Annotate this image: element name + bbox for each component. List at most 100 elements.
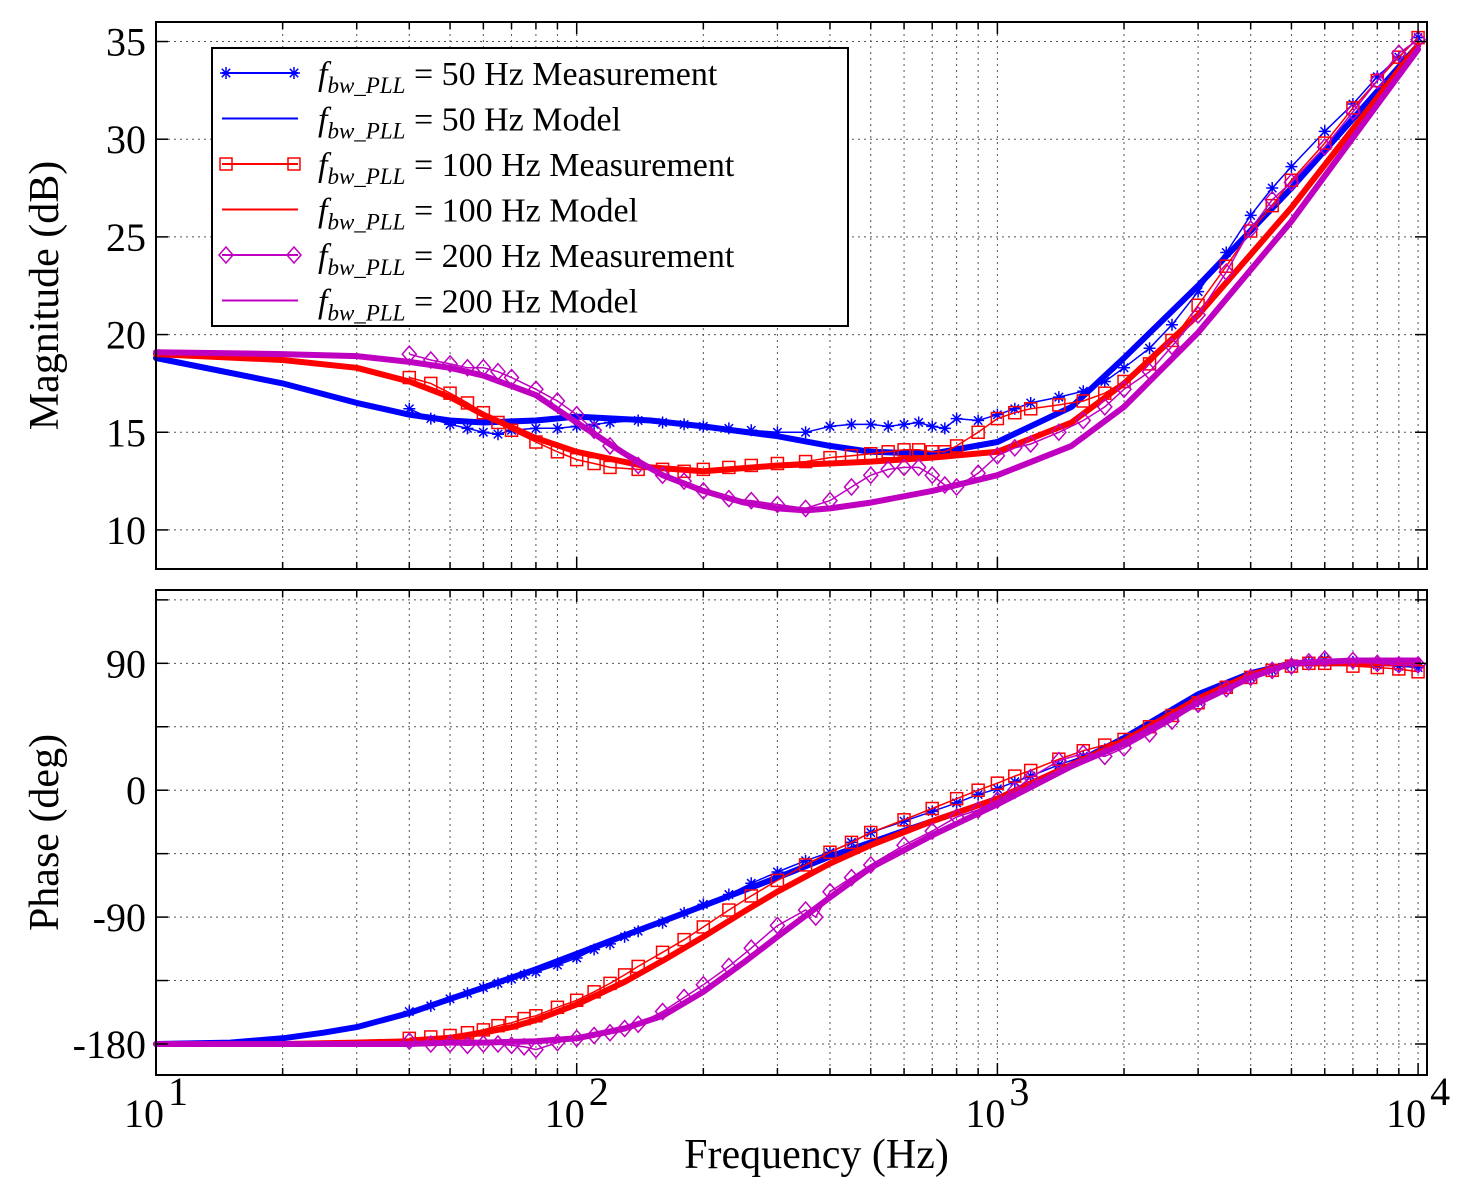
magnitude-data-point — [632, 414, 645, 427]
legend-label: fbw_PLL = 100 Hz Model — [318, 193, 638, 235]
magnitude-data-point — [424, 412, 437, 425]
magnitude-data-point — [1190, 305, 1207, 325]
magnitude-data-point — [1344, 102, 1361, 122]
magnitude-data-point — [911, 443, 926, 457]
phase-model-line — [153, 657, 1422, 1047]
phase-data-point — [950, 796, 963, 809]
phase-data-point — [422, 1034, 439, 1054]
phase-data-point — [617, 968, 632, 982]
magnitude-data-point — [442, 354, 459, 374]
legend-label-subscript: bw_PLL — [327, 255, 405, 280]
magnitude-data-point — [1392, 50, 1406, 64]
magnitude-data-point — [938, 422, 951, 435]
phase-data-point — [926, 805, 939, 818]
magnitude-data-point — [882, 420, 895, 433]
magnitude-y-tick-label: 15 — [106, 410, 146, 455]
magnitude-data-point — [970, 464, 987, 483]
phase-data-point — [461, 987, 474, 1000]
phase-data-point — [1411, 665, 1425, 679]
magnitude-data-point — [1117, 374, 1131, 389]
phase-model-line — [153, 660, 1422, 1047]
phase-data-point — [527, 1040, 544, 1059]
magnitude-data-point — [677, 464, 691, 479]
phase-data-point — [616, 1019, 633, 1038]
legend-box — [211, 47, 849, 327]
legend-label-text: = 100 Hz Measurement — [405, 147, 734, 184]
phase-data-point — [1096, 747, 1113, 766]
phase-y-tick-label: 90 — [106, 641, 146, 686]
x-tick-exponent: 2 — [589, 1069, 609, 1114]
legend-label-text: = 200 Hz Measurement — [405, 238, 734, 275]
phase-data-point — [1023, 763, 1038, 778]
x-tick-label: 10 — [124, 1091, 164, 1136]
phase-data-point — [1283, 656, 1300, 676]
magnitude-data-point — [743, 491, 760, 510]
magnitude-data-point — [1052, 398, 1066, 412]
magnitude-data-point — [444, 418, 457, 431]
magnitude-data-point — [443, 386, 457, 400]
phase-data-point — [1218, 679, 1235, 698]
phase-data-point — [1190, 695, 1207, 714]
phase-data-point — [844, 835, 859, 850]
magnitude-data-point — [1163, 337, 1180, 356]
magnitude-series-group — [153, 30, 1427, 518]
magnitude-series-2 — [153, 42, 1422, 475]
legend-label: fbw_PLL = 200 Hz Model — [318, 284, 638, 326]
legend-label-subscript: bw_PLL — [327, 210, 405, 235]
phase-data-point — [769, 916, 786, 935]
phase-data-point — [632, 925, 645, 938]
legend-label-subscript: bw_PLL — [327, 73, 405, 98]
magnitude-data-point — [1096, 397, 1113, 416]
magnitude-data-point — [880, 460, 897, 479]
legend-marker-right — [286, 245, 302, 265]
magnitude-data-point — [529, 422, 542, 435]
magnitude-data-point — [1022, 434, 1039, 454]
phase-data-point — [798, 858, 813, 872]
legend-entry: fbw_PLL = 200 Hz Measurement — [218, 238, 735, 280]
phase-data-point — [1116, 738, 1133, 758]
magnitude-data-point — [972, 414, 985, 427]
phase-series-4 — [153, 657, 1422, 1047]
x-tick-label: 10 — [965, 1091, 1005, 1136]
magnitude-y-axis-label: Magnitude (dB) — [22, 161, 68, 430]
phase-data-point — [460, 1025, 475, 1040]
phase-data-point — [656, 916, 669, 929]
magnitude-data-point — [401, 344, 418, 364]
phase-data-point — [630, 1015, 647, 1034]
magnitude-data-point — [656, 416, 669, 429]
magnitude-measurement-line — [409, 37, 1419, 473]
magnitude-data-point — [798, 454, 813, 469]
phase-data-point — [771, 865, 784, 878]
magnitude-data-point — [491, 415, 505, 430]
phase-data-point — [1163, 711, 1180, 731]
legend-label-subscript: bw_PLL — [327, 301, 405, 326]
phase-data-point — [1412, 661, 1425, 674]
phase-axes-box — [155, 589, 1428, 1076]
magnitude-data-point — [936, 475, 953, 495]
magnitude-data-point — [949, 439, 964, 453]
magnitude-data-point — [722, 460, 736, 475]
magnitude-data-point — [948, 477, 965, 497]
magnitude-data-point — [1118, 361, 1131, 374]
magnitude-data-point — [1371, 70, 1384, 83]
phase-data-point — [970, 800, 987, 820]
magnitude-data-point — [654, 466, 671, 485]
magnitude-data-point — [881, 445, 895, 459]
magnitude-data-point — [1116, 380, 1133, 399]
phase-data-point — [1141, 724, 1158, 743]
phase-data-point — [677, 932, 691, 947]
phase-data-point — [770, 873, 785, 888]
magnitude-data-point — [1318, 136, 1332, 150]
magnitude-data-point — [1220, 246, 1233, 259]
magnitude-data-point — [864, 418, 877, 431]
magnitude-data-point — [491, 428, 504, 441]
phase-data-point — [696, 920, 711, 934]
phase-data-point — [569, 993, 584, 1008]
magnitude-data-point — [797, 499, 814, 518]
phase-data-point — [655, 945, 670, 960]
phase-data-point — [1369, 654, 1386, 673]
phase-y-tick-label: -90 — [93, 895, 146, 940]
